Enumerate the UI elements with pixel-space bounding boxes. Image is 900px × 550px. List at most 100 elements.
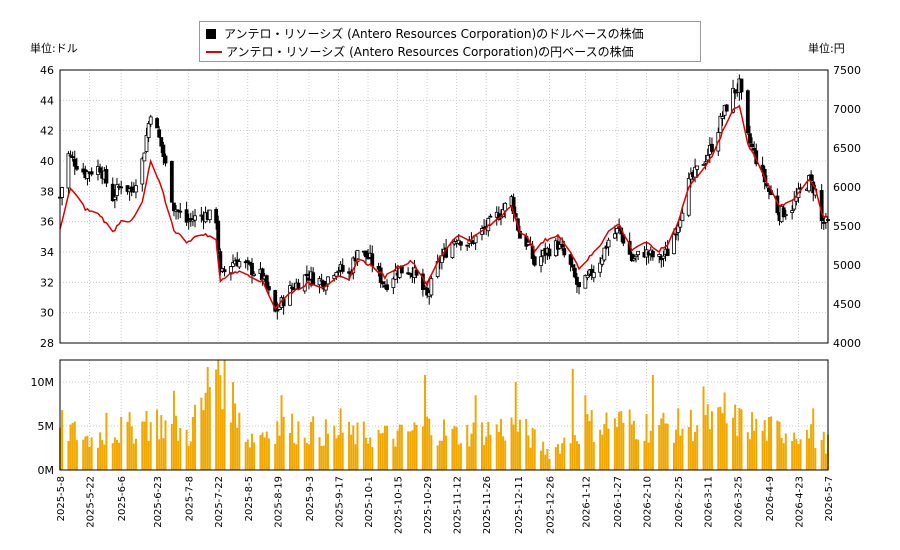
volume-bar <box>202 410 205 470</box>
volume-bar <box>194 404 197 470</box>
volume-bar <box>411 430 414 470</box>
candle-body <box>89 171 94 175</box>
candle-body <box>577 282 581 288</box>
candle-body <box>115 184 119 196</box>
volume-bar <box>130 426 133 470</box>
candle-body <box>163 155 168 164</box>
volume-bar <box>622 422 625 470</box>
volume-bar <box>575 441 578 470</box>
candle-body <box>705 155 710 161</box>
volume-bar <box>392 438 395 470</box>
candle-body <box>193 215 197 221</box>
candle-body <box>74 166 79 170</box>
volume-bar <box>761 430 764 470</box>
volume-bar <box>489 434 492 470</box>
volume-bar <box>377 429 380 470</box>
candle-body <box>650 250 655 258</box>
volume-bar <box>96 447 99 470</box>
candle-body <box>752 147 757 151</box>
volume-bar <box>651 374 654 470</box>
volume-bar <box>383 425 386 470</box>
candle-body <box>334 272 339 277</box>
volume-bar <box>812 408 815 470</box>
volume-bar <box>386 425 389 470</box>
volume-bar <box>573 435 576 470</box>
volume-bar <box>588 421 591 470</box>
candle-body <box>488 215 493 218</box>
volume-bar <box>206 367 209 470</box>
candle-body <box>70 156 75 159</box>
volume-bar <box>141 421 144 470</box>
volume-bar <box>263 437 266 470</box>
candle-body <box>98 167 102 173</box>
volume-bar <box>191 417 194 470</box>
volume-bar <box>647 442 650 470</box>
volume-bar <box>170 424 173 470</box>
candle-body <box>636 250 641 256</box>
volume-bar <box>265 431 268 470</box>
x-tick-label: 2025-10-29 <box>423 476 434 534</box>
volume-bar <box>113 437 116 470</box>
left-tick-label: 30 <box>40 307 54 320</box>
volume-bar <box>485 436 488 470</box>
volume-bar <box>554 447 557 470</box>
volume-bar <box>293 442 296 470</box>
right-tick-label: 5500 <box>833 220 861 233</box>
candle-body <box>450 242 455 258</box>
volume-bar <box>487 421 490 470</box>
volume-bar <box>546 449 549 470</box>
volume-bar <box>628 409 631 470</box>
volume-bar <box>145 411 148 470</box>
volume-bar <box>115 439 118 470</box>
volume-bar <box>400 424 403 470</box>
volume-bar <box>592 441 595 470</box>
candle-body <box>792 199 797 210</box>
volume-bar <box>261 432 264 470</box>
candle-body <box>266 286 271 291</box>
volume-bar <box>143 421 146 470</box>
volume-bar <box>738 408 741 470</box>
candle-body <box>615 228 619 234</box>
volume-bar <box>502 436 505 470</box>
volume-bar <box>438 440 441 470</box>
volume-bar <box>229 422 232 470</box>
volume-bar <box>362 421 365 470</box>
volume-bar <box>312 416 315 470</box>
volume-bar <box>175 415 178 470</box>
volume-bar <box>518 419 521 470</box>
x-tick-label: 2025-9-17 <box>335 476 346 528</box>
candle-body <box>222 269 227 273</box>
volume-bar <box>544 454 547 470</box>
volume-bar <box>179 427 182 470</box>
volume-bar <box>662 412 665 470</box>
candle-body <box>783 214 788 216</box>
volume-bar <box>84 436 87 470</box>
candle-body <box>252 273 257 276</box>
volume-bar <box>251 433 253 470</box>
volume-bar <box>158 439 161 470</box>
volume-bar <box>529 447 532 470</box>
candle-body <box>146 123 151 138</box>
volume-bar <box>635 439 637 470</box>
volume-bar <box>563 437 566 470</box>
volume-bar <box>797 444 800 470</box>
candle-body <box>686 178 691 216</box>
candle-body <box>602 247 607 261</box>
x-tick-label: 2026-4-9 <box>765 476 776 521</box>
right-tick-label: 4000 <box>833 337 861 350</box>
candle-body <box>159 137 164 147</box>
volume-bar <box>514 382 517 470</box>
volume-bar <box>371 447 374 470</box>
left-tick-label: 38 <box>40 185 54 198</box>
volume-bar <box>770 416 773 470</box>
candle-body <box>701 164 706 166</box>
legend: アンテロ・リソーシズ (Antero Resources Corporation… <box>199 21 701 62</box>
volume-bar <box>645 414 648 470</box>
volume-bar <box>440 440 443 470</box>
volume-bar <box>219 375 222 470</box>
volume-bar <box>630 424 633 470</box>
volume-bar <box>753 430 756 470</box>
candle-body <box>600 257 605 265</box>
volume-bar <box>75 440 78 470</box>
volume-bar <box>584 395 587 470</box>
